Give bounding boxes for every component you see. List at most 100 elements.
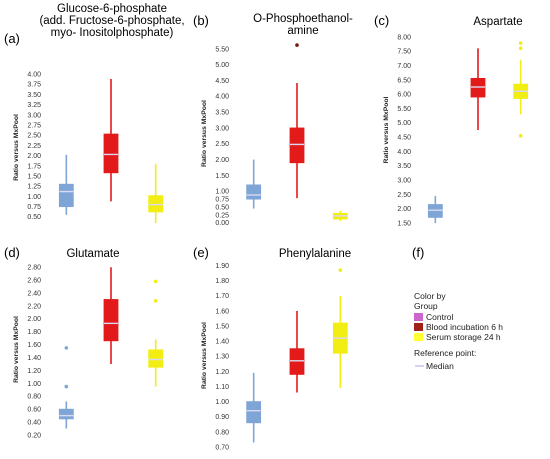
panel-b-tick-label: 0.50	[215, 204, 229, 211]
legend-swatch-control	[414, 313, 423, 321]
panel-a-box-2	[148, 163, 164, 223]
panel-a-letter: (a)	[4, 31, 20, 46]
box-iqr	[289, 348, 305, 375]
panel-b-tick-label: 0.25	[215, 212, 229, 219]
legend-label-blood: Blood incubation 6 h	[426, 322, 503, 332]
panel-f-letter: (f)	[412, 245, 424, 260]
panel-e-title-line-0: Phenylalanine	[279, 248, 351, 260]
panel-b-tick-label: 4.50	[215, 78, 229, 85]
panel-c-box-2	[513, 41, 529, 138]
panel-e-box-1	[289, 310, 305, 393]
panel-a-tick-label: 2.00	[27, 153, 41, 160]
panel-c-tick-label: 1.50	[397, 221, 411, 228]
legend: (f) Color by Group Control Blood incubat…	[412, 245, 503, 371]
legend-swatch-blood	[414, 323, 423, 331]
panel-d: (d) Glutamate Ratio versus MxPool 0.20 0.40 0…	[4, 245, 164, 439]
panel-d-tick-label: 0.80	[27, 394, 41, 401]
panel-a-tick-label: 2.75	[27, 122, 41, 129]
box-iqr	[246, 184, 262, 200]
panel-c-tick-label: 2.50	[397, 192, 411, 199]
panel-d-tick-label: 1.60	[27, 342, 41, 349]
panel-b-tick-label: 4.00	[215, 94, 229, 101]
panel-a-tick-label: 2.25	[27, 143, 41, 150]
outlier-point	[518, 46, 523, 51]
panel-e-tick-label: 1.90	[215, 263, 229, 270]
panel-a-box-0	[58, 154, 74, 215]
panel-d-box-0	[58, 346, 74, 429]
panel-c-tick-label: 2.00	[397, 206, 411, 213]
panel-e-box-0	[246, 372, 262, 443]
legend-swatch-serum	[414, 333, 423, 341]
panel-e-tick-label: 1.00	[215, 399, 229, 406]
box-iqr	[148, 349, 164, 368]
box-iqr	[103, 133, 119, 174]
panel-e-letter: (e)	[193, 245, 209, 260]
panel-d-tick-label: 0.40	[27, 419, 41, 426]
panel-e-tick-label: 1.40	[215, 339, 229, 346]
panel-c-tick-label: 4.50	[397, 135, 411, 142]
legend-label-serum: Serum storage 24 h	[426, 332, 501, 342]
panel-e-box-2	[332, 268, 348, 389]
panel-e-tick-label: 1.70	[215, 293, 229, 300]
panel-b-tick-label: 1.50	[215, 173, 229, 180]
panel-d-tick-label: 1.40	[27, 355, 41, 362]
panel-b-letter: (b)	[193, 13, 209, 28]
panel-e-ylabel: Ratio versus MxPool	[201, 322, 208, 389]
panel-a-tick-label: 1.00	[27, 194, 41, 201]
panel-b-box-0	[246, 159, 262, 209]
panel-c-tick-label: 6.50	[397, 77, 411, 84]
panel-a-tick-label: 0.50	[27, 214, 41, 221]
panel-c-tick-label: 4.00	[397, 149, 411, 156]
panel-a-tick-label: 4.00	[27, 71, 41, 78]
panel-d-tick-label: 0.20	[27, 432, 41, 439]
panel-c-title-line-0: Aspartate	[473, 16, 522, 28]
legend-title-line2: Group	[414, 301, 438, 311]
panel-c-tick-label: 7.00	[397, 63, 411, 70]
panel-a-tick-label: 1.25	[27, 184, 41, 191]
panel-d-letter: (d)	[4, 245, 20, 260]
panel-c-tick-label: 3.50	[397, 163, 411, 170]
outlier-point	[64, 384, 69, 389]
panel-d-tick-label: 2.20	[27, 303, 41, 310]
box-iqr	[148, 195, 164, 213]
panel-a-tick-label: 2.50	[27, 133, 41, 140]
panel-b-tick-label: 2.00	[215, 157, 229, 164]
panel-b-ylabel: Ratio versus MxPool	[201, 100, 208, 167]
panel-c-tick-label: 8.00	[397, 34, 411, 41]
panel-b: (b) O-Phosphoethanol-amine Ratio versus Mx…	[193, 13, 353, 227]
panel-b-tick-label: 2.50	[215, 141, 229, 148]
outlier-point	[518, 133, 523, 138]
panel-b-tick-label: 5.50	[215, 46, 229, 53]
panel-d-tick-label: 0.60	[27, 407, 41, 414]
box-iqr	[289, 127, 305, 164]
box-iqr	[58, 408, 74, 420]
panel-e-tick-label: 0.70	[215, 444, 229, 451]
panel-a-ylabel: Ratio versus MxPool	[13, 114, 20, 181]
panel-c-ylabel: Ratio versus MxPool	[383, 96, 390, 163]
box-iqr	[427, 204, 443, 218]
panel-e-tick-label: 1.80	[215, 278, 229, 285]
panel-a-box-1	[103, 78, 119, 202]
panel-c-tick-label: 7.50	[397, 49, 411, 56]
panel-b-box-1	[289, 43, 305, 199]
panel-a-tick-label: 3.75	[27, 82, 41, 89]
panel-b-tick-label: 0.75	[215, 197, 229, 204]
panel-d-tick-label: 1.80	[27, 329, 41, 336]
panel-a-tick-label: 3.50	[27, 92, 41, 99]
panel-d-tick-label: 1.00	[27, 381, 41, 388]
box-iqr	[246, 401, 262, 424]
panel-b-tick-label: 1.00	[215, 189, 229, 196]
panel-a-tick-label: 3.00	[27, 112, 41, 119]
panel-d-tick-label: 2.60	[27, 278, 41, 285]
legend-reference-title: Reference point:	[414, 348, 476, 358]
panels: (a) Glucose-6-phosphate(add. Fructose-6-p…	[4, 3, 529, 451]
panel-d-tick-label: 2.80	[27, 265, 41, 272]
panel-e: (e) Phenylalanine Ratio versus MxPool 0.70 0…	[193, 245, 351, 451]
panel-e-tick-label: 1.50	[215, 323, 229, 330]
outlier-point	[295, 43, 299, 47]
panel-c-tick-label: 5.50	[397, 106, 411, 113]
panel-d-box-1	[103, 267, 119, 365]
panel-c-tick-label: 5.00	[397, 120, 411, 127]
panel-d-tick-label: 2.40	[27, 290, 41, 297]
